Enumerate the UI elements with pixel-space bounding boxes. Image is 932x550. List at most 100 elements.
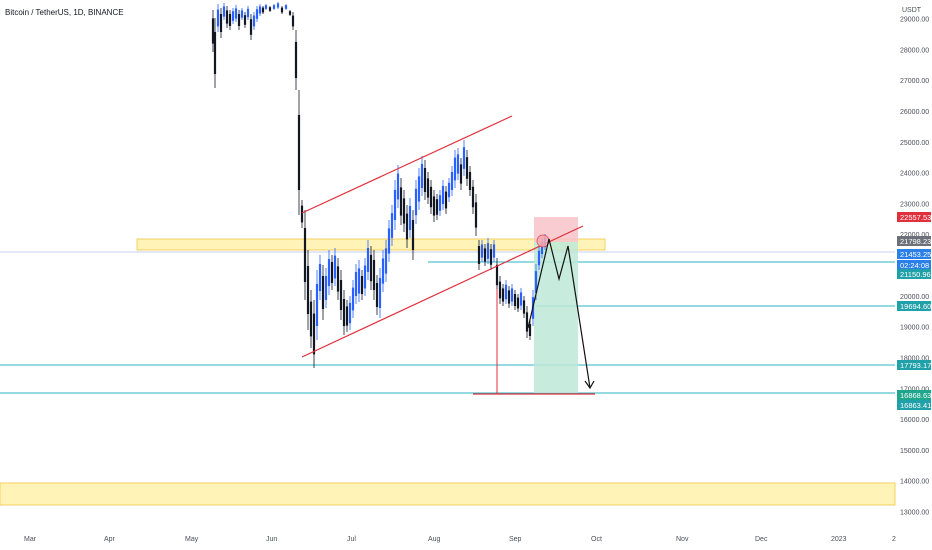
y-tick-label: 13000.00 bbox=[900, 510, 929, 517]
x-tick-label: May bbox=[185, 536, 199, 543]
channel-lower-line bbox=[301, 225, 584, 358]
price-tag-label: 16868.63 bbox=[900, 391, 931, 400]
candle-body bbox=[255, 9, 259, 19]
candle-body bbox=[522, 300, 526, 314]
x-tick-label: Dec bbox=[755, 536, 768, 543]
candle-body bbox=[399, 187, 403, 216]
candle-body bbox=[540, 242, 544, 254]
candle-body bbox=[268, 7, 272, 11]
candle-body bbox=[327, 259, 331, 286]
candle-body bbox=[393, 190, 397, 220]
candle-body bbox=[333, 255, 337, 279]
candle-body bbox=[447, 182, 451, 198]
candle-body bbox=[366, 248, 370, 272]
candle-body bbox=[390, 213, 394, 238]
candle-body bbox=[276, 3, 280, 8]
candle-body bbox=[408, 206, 412, 230]
candle-body bbox=[284, 5, 288, 9]
candle-body bbox=[429, 186, 433, 208]
candle-body bbox=[264, 5, 268, 9]
candle-body bbox=[468, 172, 472, 190]
candle-body bbox=[351, 287, 355, 311]
price-tag-label: 21798.23 bbox=[900, 237, 931, 246]
candle-body bbox=[272, 5, 276, 9]
y-tick-label: 15000.00 bbox=[900, 448, 929, 455]
candle-body bbox=[345, 306, 349, 326]
candle-body bbox=[486, 243, 490, 259]
projection-path bbox=[527, 238, 591, 389]
candle-body bbox=[381, 258, 385, 284]
y-tick-label: 20000.00 bbox=[900, 294, 929, 301]
candle-body bbox=[426, 178, 430, 198]
price-tag-label: 22557.53 bbox=[900, 213, 931, 222]
price-tag bbox=[897, 390, 931, 400]
x-tick-label: 2 bbox=[892, 536, 896, 543]
y-tick-label: 18000.00 bbox=[900, 355, 929, 362]
candle-body bbox=[513, 294, 517, 306]
y-tick-label: 27000.00 bbox=[900, 78, 929, 85]
candle-body bbox=[510, 288, 514, 302]
candle-body bbox=[456, 154, 460, 174]
candle-body bbox=[303, 228, 307, 282]
price-tag bbox=[897, 212, 931, 222]
candle-body bbox=[342, 299, 346, 326]
price-tag-label: 19694.60 bbox=[900, 302, 931, 311]
x-tick-label: Mar bbox=[24, 536, 37, 543]
candle-body bbox=[321, 276, 325, 309]
candle-body bbox=[213, 32, 217, 74]
candle-body bbox=[231, 11, 235, 21]
candle-body bbox=[435, 199, 439, 215]
candle-body bbox=[216, 9, 220, 27]
price-tag-label: 16863.41 bbox=[900, 401, 931, 410]
candle-body bbox=[228, 14, 232, 26]
candle-body bbox=[504, 284, 508, 300]
price-tag bbox=[897, 360, 931, 370]
candle-body bbox=[462, 147, 466, 169]
candle-body bbox=[459, 164, 463, 184]
candle-body bbox=[501, 288, 505, 302]
candle-body bbox=[294, 42, 298, 78]
candle-body bbox=[297, 115, 301, 190]
candle-body bbox=[483, 248, 487, 262]
candle-body bbox=[252, 15, 256, 27]
candle-body bbox=[450, 172, 454, 190]
candle-body bbox=[537, 250, 541, 266]
candle-body bbox=[417, 176, 421, 202]
candle-body bbox=[369, 254, 373, 282]
x-tick-label: Jun bbox=[266, 536, 277, 543]
candle-body bbox=[411, 220, 415, 250]
price-axis[interactable]: 13000.00 14000.00 15000.00 16000.00 17000.00… bbox=[900, 17, 929, 517]
candle-body bbox=[375, 283, 379, 307]
candle-body bbox=[348, 302, 352, 324]
candle-body bbox=[477, 246, 481, 264]
candle-body bbox=[354, 272, 358, 296]
price-tag-label: 21150.96 bbox=[900, 270, 931, 279]
x-tick-label: Sep bbox=[509, 536, 522, 543]
candle-body bbox=[291, 15, 295, 27]
candle-body bbox=[387, 228, 391, 254]
x-tick-label: Jul bbox=[347, 536, 356, 543]
support-zone bbox=[0, 482, 896, 506]
candle-body bbox=[300, 205, 304, 223]
y-tick-label: 29000.00 bbox=[900, 17, 929, 24]
price-tag bbox=[897, 301, 931, 311]
price-tag bbox=[897, 236, 931, 246]
candle-body bbox=[339, 280, 343, 310]
candle-body bbox=[378, 278, 382, 308]
candle-body bbox=[357, 268, 361, 294]
candle-body bbox=[306, 266, 310, 314]
x-tick-label: Oct bbox=[591, 536, 602, 543]
x-tick-label: Nov bbox=[676, 536, 689, 543]
candle-body bbox=[219, 14, 223, 32]
price-tag-label: 17793.17 bbox=[900, 361, 931, 370]
candle-body bbox=[423, 168, 427, 192]
candle-body bbox=[280, 7, 284, 13]
candle-body bbox=[489, 249, 493, 265]
candle-body bbox=[492, 244, 496, 258]
y-tick-label: 25000.00 bbox=[900, 140, 929, 147]
candle-body bbox=[432, 196, 436, 216]
time-axis[interactable]: Mar Apr May Jun Jul Aug Sep Oct Nov Dec 2023 2 bbox=[24, 536, 896, 543]
candle-body bbox=[495, 264, 499, 286]
